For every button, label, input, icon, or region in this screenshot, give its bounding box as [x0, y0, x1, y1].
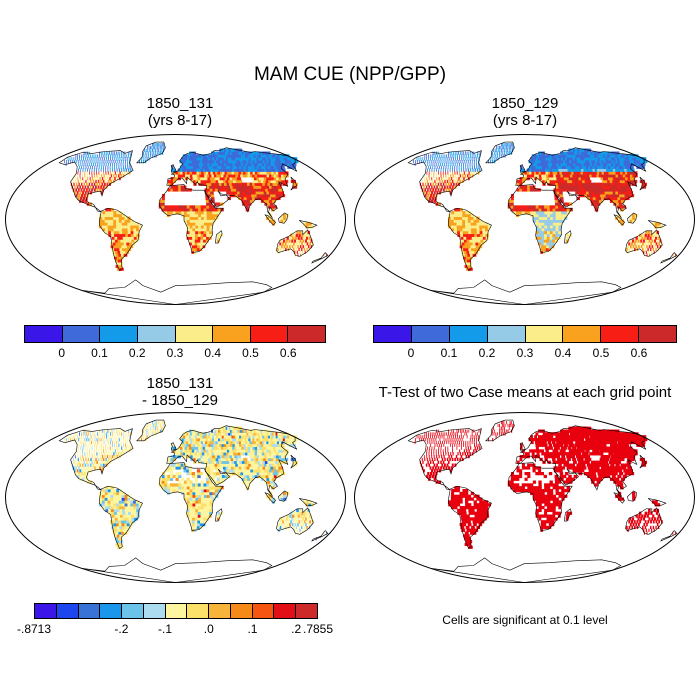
- colorbar-tick-label: .1: [247, 622, 258, 636]
- panel-title-1850-131: 1850_131 (yrs 8-17): [146, 95, 214, 129]
- colorbar-swatch: [288, 326, 325, 342]
- grid-cells: [413, 143, 676, 271]
- colorbar-labels-1850-129: 0 0.1 0.2 0.3 0.4 0.5 0.6: [373, 346, 677, 362]
- map-difference: [5, 412, 346, 583]
- panel-title-difference: 1850_131 - 1850_129: [142, 375, 218, 409]
- colorbar-swatch: [78, 604, 101, 618]
- colorbar-swatch: [25, 326, 63, 342]
- colorbar-tick-label: .0: [203, 622, 214, 636]
- coastlines: [58, 419, 329, 583]
- colorbar-labels-1850-131: 0 0.1 0.2 0.3 0.4 0.5 0.6: [24, 346, 326, 362]
- colorbar-tick-label: 0.5: [592, 346, 610, 360]
- colorbar-swatch: [525, 326, 564, 342]
- colorbar-swatch: [449, 326, 488, 342]
- colorbar-swatch: [56, 604, 79, 618]
- colorbar-labels-difference: -.8713 -.2 -.1 .0 .1 .2.7855: [17, 622, 333, 638]
- colorbar-tick-label: 0.3: [166, 346, 184, 360]
- colorbar-tick-label: 0.1: [440, 346, 458, 360]
- colorbar-swatch: [143, 604, 166, 618]
- map-border: [5, 134, 346, 305]
- coastlines: [407, 141, 678, 305]
- colorbar-tick-label: .2: [291, 622, 302, 636]
- colorbar-swatch: [209, 604, 231, 618]
- colorbar-swatch: [230, 604, 253, 618]
- colorbar-swatch: [411, 326, 450, 342]
- colorbar-swatch: [35, 604, 57, 618]
- colorbar-tick-label: 0.6: [630, 346, 648, 360]
- colorbar-swatch: [175, 326, 214, 342]
- colorbar-swatch: [252, 604, 275, 618]
- grid-cells: [414, 421, 676, 549]
- colorbar-swatch: [137, 326, 176, 342]
- colorbar-tick-label: 0.3: [516, 346, 534, 360]
- map-border: [354, 412, 695, 583]
- map-1850-129: [354, 134, 695, 305]
- colorbar-swatch: [122, 604, 144, 618]
- panel-title-1850-129: 1850_129 (yrs 8-17): [491, 95, 559, 129]
- map-border: [354, 134, 695, 305]
- colorbar-tick-label: -.1: [158, 622, 173, 636]
- map-ttest-significance: [354, 412, 695, 583]
- colorbar-tick-label: 0: [58, 346, 66, 360]
- map-border: [5, 412, 346, 583]
- colorbar-swatch: [250, 326, 289, 342]
- colorbar-swatch: [274, 604, 297, 618]
- colorbar-1850-131: [24, 325, 326, 343]
- coastlines: [407, 419, 678, 583]
- colorbar-swatch: [100, 604, 123, 618]
- colorbar-swatch: [213, 326, 251, 342]
- significance-note: Cells are significant at 0.1 level: [442, 613, 608, 627]
- colorbar-swatch: [296, 604, 317, 618]
- colorbar-swatch: [100, 326, 138, 342]
- grid-cells: [64, 143, 327, 271]
- coastlines: [58, 141, 329, 305]
- colorbar-swatch: [374, 326, 412, 342]
- colorbar-tick-label: 0.4: [554, 346, 572, 360]
- colorbar-tick-label: -.8713: [16, 622, 52, 636]
- colorbar-swatch: [62, 326, 101, 342]
- colorbar-1850-129: [373, 325, 677, 343]
- colorbar-tick-label: 0.4: [204, 346, 222, 360]
- colorbar-swatch: [639, 326, 676, 342]
- colorbar-tick-label: 0: [407, 346, 415, 360]
- grid-cells: [64, 421, 327, 549]
- colorbar-swatch: [563, 326, 602, 342]
- colorbar-swatch: [487, 326, 526, 342]
- figure-title: MAM CUE (NPP/GPP): [253, 64, 447, 85]
- colorbar-tick-label: 0.5: [242, 346, 259, 360]
- colorbar-tick-label: 0.2: [128, 346, 146, 360]
- colorbar-tick-label: -.2: [114, 622, 129, 636]
- colorbar-tick-label: 0.1: [91, 346, 108, 360]
- colorbar-difference: [34, 603, 318, 619]
- colorbar-tick-label: 0.6: [279, 346, 297, 360]
- colorbar-swatch: [601, 326, 640, 342]
- colorbar-tick-label: .7855: [302, 622, 334, 636]
- map-1850-131: [5, 134, 346, 305]
- panel-title-ttest: T-Test of two Case means at each grid po…: [378, 384, 672, 401]
- colorbar-tick-label: 0.2: [478, 346, 496, 360]
- colorbar-swatch: [187, 604, 210, 618]
- colorbar-swatch: [165, 604, 188, 618]
